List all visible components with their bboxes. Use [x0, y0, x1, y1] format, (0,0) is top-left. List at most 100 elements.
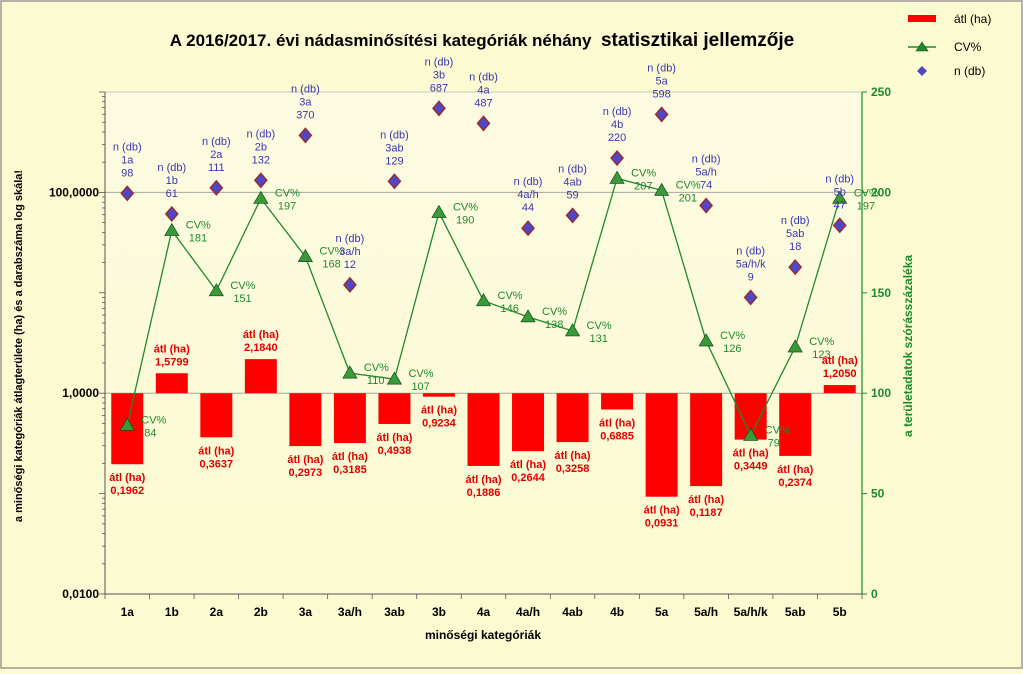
bar-label-title-3b: átl (ha)	[421, 405, 457, 417]
cv-marker-5a/h/k	[743, 427, 759, 441]
bar-label-title-3a: átl (ha)	[287, 454, 323, 466]
bar-3ab	[378, 393, 411, 424]
bar-label-title-5b: átl (ha)	[822, 355, 858, 367]
n-label-value-2b: 132	[252, 154, 270, 166]
n-label-value-3ab: 129	[385, 155, 403, 167]
bar-3a	[289, 393, 322, 447]
bar-4a	[467, 393, 500, 466]
cv-label-title-3b: CV%	[453, 201, 478, 213]
cv-label-title-4a: CV%	[498, 290, 523, 302]
x-tick-label-5a: 5a	[655, 605, 669, 619]
n-marker-3ab	[387, 173, 402, 190]
x-tick-label-2a: 2a	[210, 605, 224, 619]
cv-label-title-3ab: CV%	[408, 368, 433, 380]
cv-label-value-4a: 146	[501, 303, 519, 315]
bar-label-value-3ab: 0,4938	[378, 445, 412, 457]
cv-label-value-5b: 197	[857, 200, 875, 212]
bar-label-value-3a: 0,2973	[289, 467, 323, 479]
cv-marker-5b	[832, 190, 848, 204]
bar-label-value-2a: 0,3637	[199, 458, 233, 470]
n-label-title-5ab: n (db)	[781, 215, 810, 227]
bar-1b	[155, 373, 188, 394]
x-tick-label-4a/h: 4a/h	[516, 605, 540, 619]
n-label-value-2a: 111	[208, 162, 225, 174]
bar-label-value-5a/h: 0,1187	[690, 507, 723, 519]
chart-title-part2: statisztikai jellemzője	[601, 30, 794, 51]
bar-label-title-5a/h/k: átl (ha)	[733, 448, 769, 460]
bar-series	[111, 359, 856, 497]
n-label-title-2b: n (db)	[246, 128, 275, 140]
y-left-tick-label-0: 0,0100	[62, 587, 99, 601]
bar-4a/h	[512, 393, 545, 452]
n-label-value-5b: 47	[834, 199, 846, 211]
bar-4b	[601, 393, 634, 410]
n-label-category-3a: 3a	[299, 96, 312, 108]
n-label-title-4ab: n (db)	[558, 163, 587, 175]
x-axis-title: minőségi kategóriák	[425, 628, 541, 642]
n-label-value-5ab: 18	[789, 241, 801, 253]
n-marker-4ab	[565, 207, 580, 224]
cv-label-value-1b: 181	[189, 233, 207, 245]
n-label-title-4b: n (db)	[603, 106, 632, 118]
cv-label-title-5a/h/k: CV%	[765, 424, 790, 436]
bar-label-value-3b: 0,9234	[422, 418, 457, 430]
cv-marker-4a	[475, 293, 492, 307]
y-right-tick-label-0: 0	[871, 587, 878, 601]
cv-label-title-4a/h: CV%	[542, 306, 567, 318]
n-label-title-5b: n (db)	[825, 173, 854, 185]
cv-marker-4a/h	[520, 309, 536, 323]
n-label-value-4ab: 59	[566, 189, 578, 201]
n-label-title-5a/h: n (db)	[692, 154, 721, 166]
x-tick-label-5a/h/k: 5a/h/k	[734, 605, 768, 619]
n-label-value-3a/h: 12	[344, 259, 356, 271]
y-axis-title-left: a minőségi kategóriák átlagterülete (ha)…	[13, 170, 25, 522]
n-label-category-2b: 2b	[255, 141, 267, 153]
cv-label-title-1a: CV%	[141, 414, 166, 426]
n-label-category-4b: 4b	[611, 119, 623, 131]
n-label-value-5a/h: 74	[700, 180, 712, 192]
x-tick-label-3ab: 3ab	[384, 605, 405, 619]
n-label-title-1b: n (db)	[157, 162, 186, 174]
n-label-category-1a: 1a	[121, 154, 134, 166]
cv-label-value-3ab: 107	[411, 381, 429, 393]
n-label-value-1a: 98	[121, 167, 133, 179]
bar-3a/h	[333, 393, 366, 444]
n-label-value-3a: 370	[296, 109, 314, 121]
cv-marker-3a	[297, 248, 313, 263]
bar-5b	[823, 385, 856, 394]
x-tick-label-3a/h: 3a/h	[338, 605, 362, 619]
bar-label-title-1b: átl (ha)	[154, 343, 190, 355]
n-marker-5a	[654, 106, 669, 123]
x-tick-label-3a: 3a	[299, 605, 313, 619]
x-tick-label-1b: 1b	[165, 605, 179, 619]
n-label-title-2a: n (db)	[202, 136, 231, 148]
legend-label-atl: átl (ha)	[954, 12, 991, 26]
bar-label-title-4ab: átl (ha)	[555, 450, 591, 462]
n-label-category-4a/h: 4a/h	[517, 189, 538, 201]
bar-4ab	[556, 393, 589, 443]
n-label-category-4a: 4a	[477, 84, 490, 96]
cv-label-value-4ab: 131	[590, 333, 608, 345]
cv-marker-3ab	[386, 371, 403, 385]
x-tick-label-4ab: 4ab	[562, 605, 583, 619]
n-label-title-4a: n (db)	[469, 71, 498, 83]
cv-label-title-5a: CV%	[676, 179, 701, 191]
cv-marker-5a	[654, 182, 670, 196]
x-tick-label-5b: 5b	[833, 605, 847, 619]
n-label-title-3a/h: n (db)	[336, 233, 365, 245]
n-marker-2b	[253, 172, 268, 189]
n-label-value-1b: 61	[166, 188, 178, 200]
bar-5a/h	[690, 393, 723, 487]
n-label-category-5a/h: 5a/h	[695, 167, 716, 179]
bar-label-value-5a: 0,0931	[645, 518, 679, 530]
n-marker-3a/h	[342, 276, 357, 293]
n-label-category-5a: 5a	[655, 75, 668, 87]
bar-label-title-3ab: átl (ha)	[376, 432, 412, 444]
cv-label-value-1a: 84	[144, 427, 156, 439]
cv-label-value-3a: 168	[322, 259, 340, 271]
bar-label-value-5a/h/k: 0,3449	[734, 461, 768, 473]
n-marker-3b	[432, 100, 446, 117]
x-tick-label-4b: 4b	[610, 605, 624, 619]
n-marker-5ab	[788, 259, 803, 276]
